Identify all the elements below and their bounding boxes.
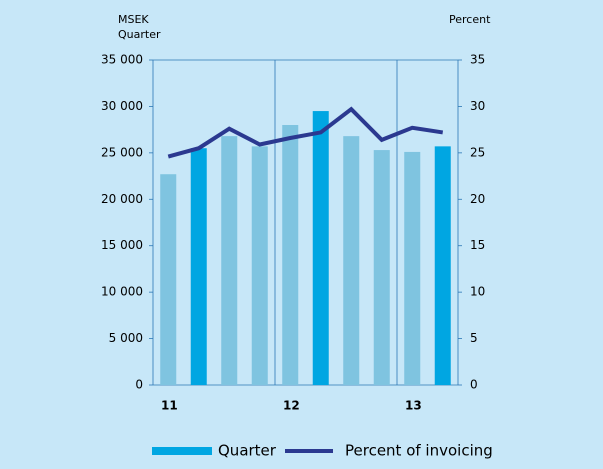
bar bbox=[373, 150, 390, 385]
y2-tick-label: 20 bbox=[470, 192, 485, 206]
bar bbox=[190, 148, 207, 385]
y-tick-label: 35 000 bbox=[101, 53, 143, 67]
y2-tick-label: 15 bbox=[470, 238, 485, 252]
bar bbox=[404, 151, 421, 385]
y-tick-label: 5 000 bbox=[109, 331, 143, 345]
x-tick-label: 13 bbox=[405, 399, 422, 413]
y-tick-label: 10 000 bbox=[101, 285, 143, 299]
y2-tick-label: 30 bbox=[470, 99, 485, 113]
y2-tick-label: 5 bbox=[470, 331, 478, 345]
y2-tick-label: 35 bbox=[470, 53, 485, 67]
y2-axis-label: Percent bbox=[449, 13, 491, 26]
x-tick-label: 12 bbox=[283, 399, 300, 413]
y-tick-label: 30 000 bbox=[101, 99, 143, 113]
y-axis-label: MSEK bbox=[118, 13, 149, 26]
legend-swatch bbox=[152, 447, 212, 455]
y2-tick-label: 10 bbox=[470, 285, 485, 299]
x-tick-label: 11 bbox=[161, 399, 178, 413]
y-tick-label: 0 bbox=[135, 378, 143, 392]
y-axis-label: Quarter bbox=[118, 28, 161, 41]
y-tick-label: 25 000 bbox=[101, 145, 143, 159]
bar bbox=[312, 111, 329, 386]
bar bbox=[343, 136, 360, 385]
bar bbox=[434, 146, 451, 385]
line bbox=[167, 106, 444, 159]
y-tick-label: 20 000 bbox=[101, 192, 143, 206]
bar bbox=[160, 174, 177, 385]
legend-label: Percent of invoicing bbox=[345, 442, 493, 460]
bar bbox=[221, 136, 238, 385]
y-tick-label: 15 000 bbox=[101, 238, 143, 252]
y2-tick-label: 25 bbox=[470, 145, 485, 159]
legend-label: Quarter bbox=[218, 442, 277, 460]
bar bbox=[282, 125, 299, 385]
y2-tick-label: 0 bbox=[470, 378, 478, 392]
bar bbox=[251, 146, 268, 385]
